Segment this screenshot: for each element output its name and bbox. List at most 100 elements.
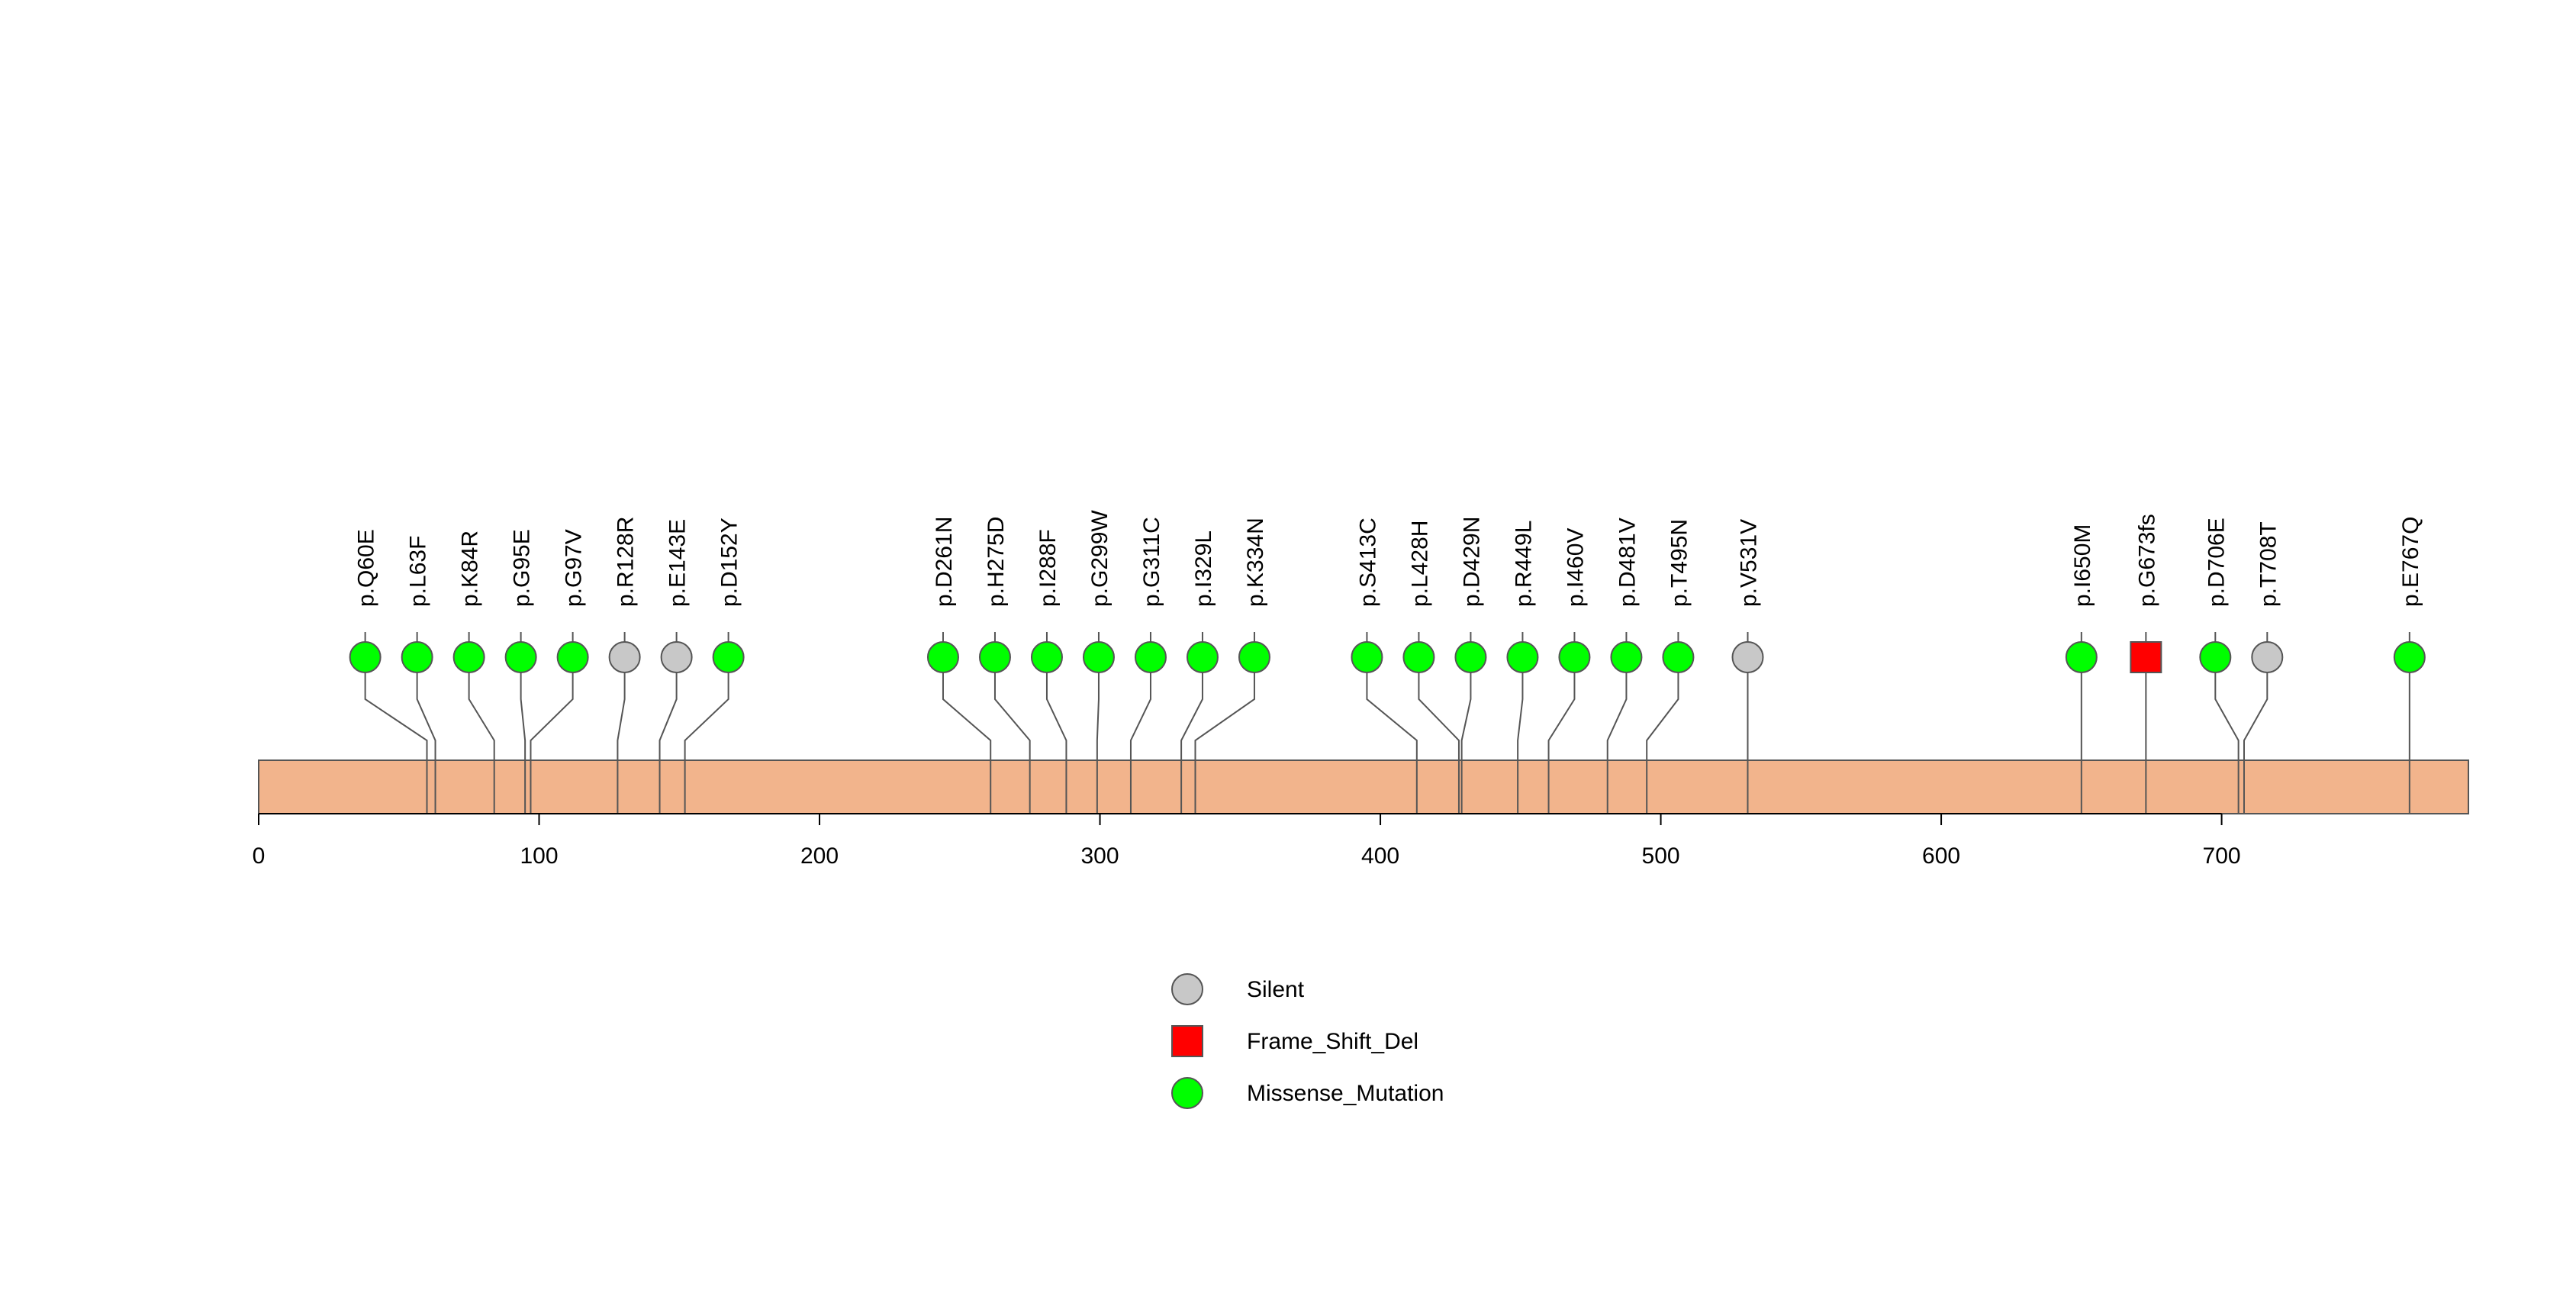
connector-line bbox=[468, 657, 495, 760]
connector-line bbox=[2243, 657, 2268, 760]
mutation-marker bbox=[2393, 641, 2426, 673]
mutation-label: p.G97V bbox=[562, 529, 587, 607]
mutation-label: p.L428H bbox=[1407, 521, 1432, 607]
legend-marker bbox=[1171, 1025, 1203, 1057]
mutation-label: p.K84R bbox=[458, 531, 483, 607]
mutation-marker bbox=[608, 641, 641, 673]
mutation-marker bbox=[1186, 641, 1219, 673]
mutation-marker bbox=[1082, 641, 1115, 673]
mutation-label: p.D152Y bbox=[717, 518, 742, 607]
mutation-label: p.G311C bbox=[1139, 517, 1164, 607]
connector-line bbox=[684, 657, 729, 760]
mutation-marker bbox=[504, 641, 537, 673]
mutation-label: p.R128R bbox=[613, 517, 639, 607]
mutation-marker bbox=[1030, 641, 1063, 673]
mutation-markers bbox=[349, 641, 2426, 673]
x-tick-label: 600 bbox=[1922, 843, 1960, 869]
mutation-marker bbox=[1662, 641, 1695, 673]
x-tick-label: 100 bbox=[520, 843, 558, 869]
connector-line bbox=[1517, 657, 1524, 760]
mutation-marker bbox=[2199, 641, 2232, 673]
mutation-marker bbox=[1351, 641, 1383, 673]
mutation-label: p.I650M bbox=[2070, 524, 2095, 607]
mutation-marker bbox=[926, 641, 959, 673]
mutation-label: p.G673fs bbox=[2134, 514, 2159, 607]
x-tick-label: 0 bbox=[253, 843, 266, 869]
mutation-label: p.T708T bbox=[2256, 521, 2281, 607]
connector-line bbox=[1418, 657, 1460, 760]
connector-line bbox=[617, 657, 626, 760]
x-tick-label: 500 bbox=[1642, 843, 1680, 869]
mutation-marker bbox=[1238, 641, 1270, 673]
connector-line bbox=[942, 657, 992, 760]
connector-line bbox=[1460, 657, 1472, 760]
connector-line bbox=[1547, 657, 1576, 760]
mutation-marker bbox=[401, 641, 433, 673]
mutation-marker bbox=[1506, 641, 1539, 673]
legend-marker bbox=[1171, 1077, 1203, 1109]
connector-line bbox=[1096, 657, 1100, 760]
mutation-marker bbox=[452, 641, 485, 673]
mutation-label: p.I329L bbox=[1191, 531, 1216, 607]
mutation-label: p.G299W bbox=[1087, 510, 1113, 607]
x-tick-label: 300 bbox=[1081, 843, 1119, 869]
mutation-label: p.K334N bbox=[1243, 518, 1268, 607]
mutation-marker bbox=[1454, 641, 1487, 673]
mutation-label: p.T495N bbox=[1666, 519, 1692, 607]
connector-line bbox=[1366, 657, 1418, 760]
mutation-marker bbox=[556, 641, 589, 673]
mutation-site-lines bbox=[426, 760, 2410, 814]
mutation-marker bbox=[660, 641, 693, 673]
connector-line bbox=[364, 657, 428, 760]
x-tick-label: 200 bbox=[800, 843, 839, 869]
x-axis: 0 100 200 300 400 500 600 700 bbox=[253, 813, 2241, 869]
mutation-marker bbox=[978, 641, 1011, 673]
mutation-label: p.D481V bbox=[1615, 518, 1640, 607]
connector-lines bbox=[364, 632, 2410, 760]
connector-line bbox=[1646, 657, 1679, 760]
mutation-label: p.I288F bbox=[1035, 529, 1061, 607]
legend-label: Silent bbox=[1247, 977, 1305, 1002]
connector-line bbox=[416, 657, 436, 760]
legend-label: Missense_Mutation bbox=[1247, 1081, 1444, 1106]
legend-marker bbox=[1171, 973, 1203, 1005]
mutation-label: p.H275D bbox=[984, 517, 1009, 607]
mutation-label: p.I460V bbox=[1563, 528, 1588, 607]
connector-line bbox=[993, 657, 1031, 760]
mutation-label: p.D261N bbox=[932, 517, 957, 607]
mutation-label: p.Q60E bbox=[354, 529, 379, 607]
connector-line bbox=[1129, 657, 1151, 760]
connector-line bbox=[1045, 657, 1067, 760]
mutation-labels: p.Q60E p.L63F p.K84R p.G95E p.G97V p.R128R p.E… bbox=[354, 510, 2423, 607]
connector-line bbox=[530, 657, 574, 760]
mutation-marker bbox=[2065, 641, 2098, 673]
mutation-marker bbox=[1134, 641, 1167, 673]
mutation-label: p.V531V bbox=[1736, 519, 1761, 607]
mutation-marker bbox=[349, 641, 382, 673]
mutation-marker bbox=[1558, 641, 1591, 673]
connector-line bbox=[2214, 657, 2240, 760]
mutation-label: p.D706E bbox=[2204, 518, 2229, 607]
mutation-label: p.D429N bbox=[1459, 517, 1484, 607]
mutation-marker bbox=[1731, 641, 1764, 673]
mutation-label: p.R449L bbox=[1511, 521, 1536, 607]
connector-line bbox=[1180, 657, 1203, 760]
mutation-marker bbox=[2130, 641, 2162, 673]
mutation-marker bbox=[712, 641, 745, 673]
mutation-marker bbox=[1402, 641, 1435, 673]
mutation-marker bbox=[2251, 641, 2284, 673]
mutation-label: p.S413C bbox=[1355, 518, 1380, 607]
mutation-label: p.G95E bbox=[510, 529, 535, 607]
connector-line bbox=[658, 657, 678, 760]
x-tick-label: 700 bbox=[2203, 843, 2241, 869]
connector-line bbox=[1194, 657, 1255, 760]
protein-bar bbox=[258, 759, 2469, 814]
legend: Silent Frame_Shift_Del Missense_Mutation bbox=[1171, 973, 1444, 1109]
connector-line bbox=[1606, 657, 1628, 760]
mutation-label: p.E767Q bbox=[2398, 517, 2423, 607]
connector-line bbox=[520, 657, 526, 760]
legend-label: Frame_Shift_Del bbox=[1247, 1029, 1418, 1054]
mutation-label: p.L63F bbox=[406, 536, 431, 607]
x-tick-label: 400 bbox=[1361, 843, 1399, 869]
